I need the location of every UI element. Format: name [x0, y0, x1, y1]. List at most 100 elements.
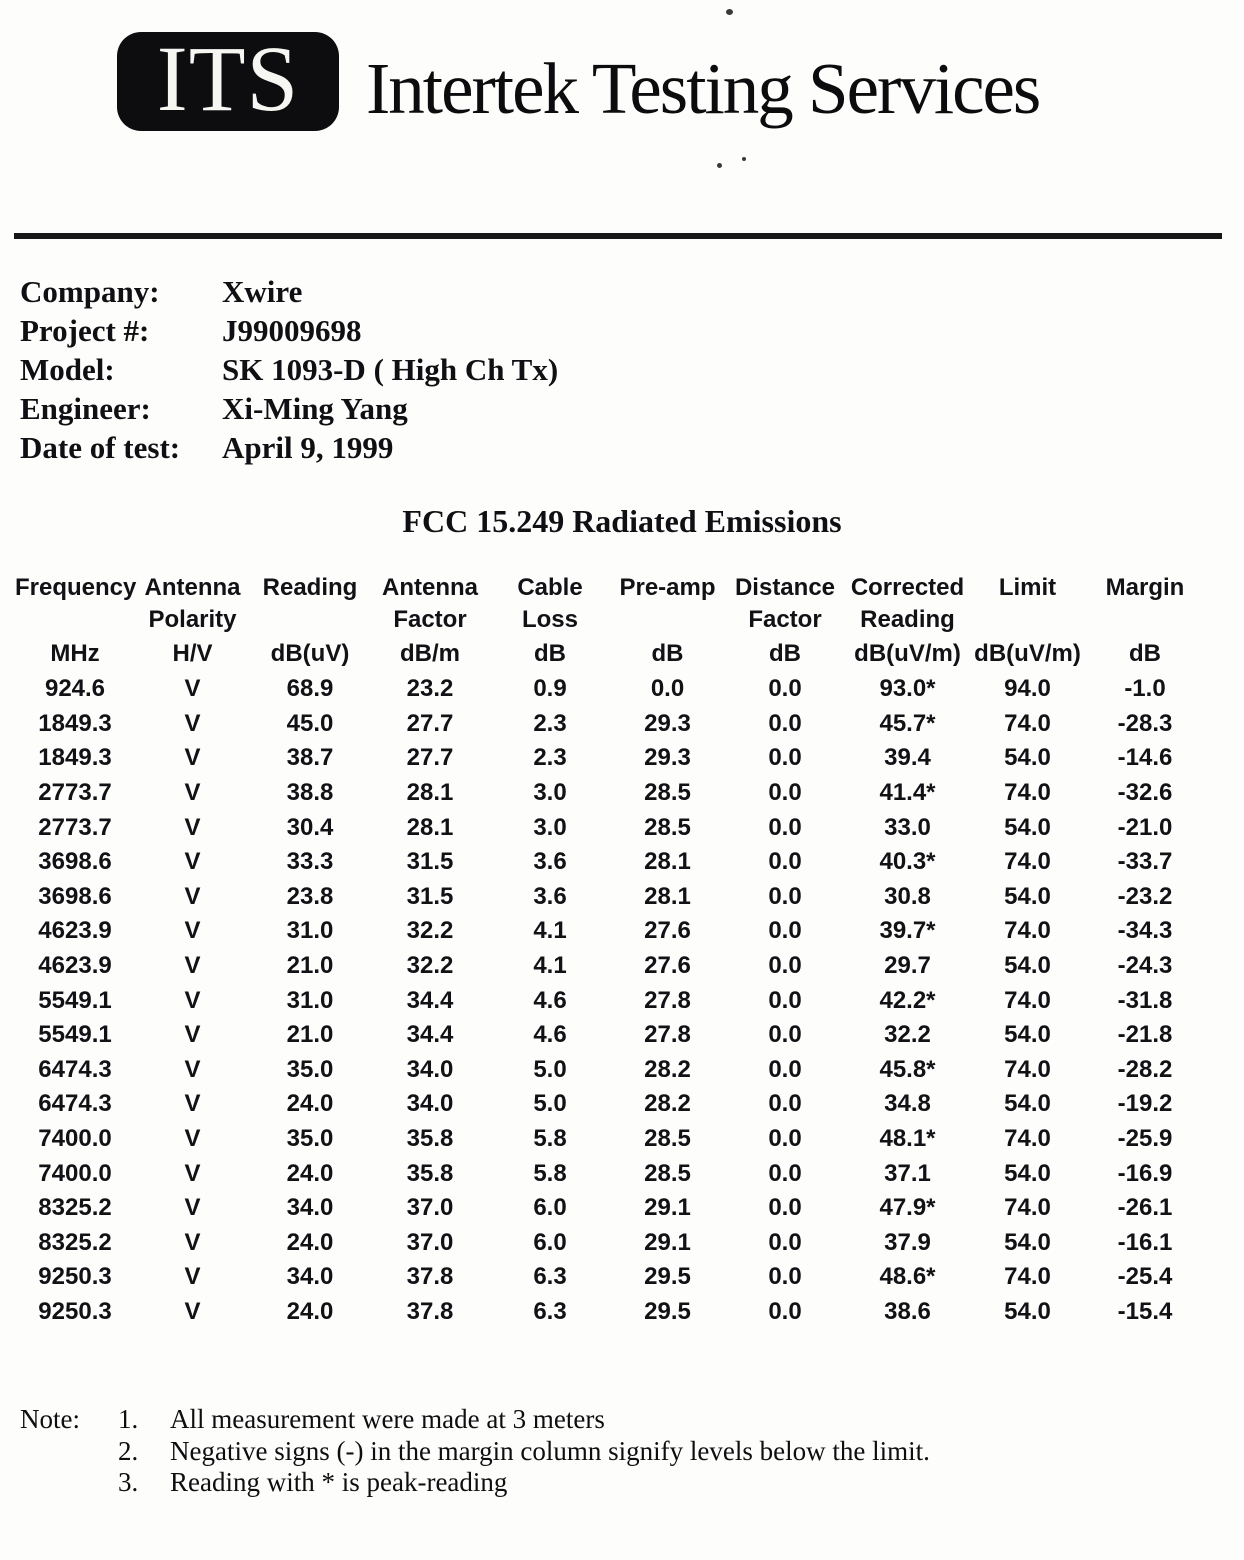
col-header: Factor: [393, 606, 467, 633]
table-cell: 24.0: [286, 1297, 334, 1325]
table-cell: 5.8: [533, 1159, 567, 1187]
table-cell: 3.0: [533, 813, 567, 841]
table-cell: 29.3: [644, 709, 691, 737]
table-cell: 3.6: [533, 882, 567, 910]
table-cell: 0.0: [768, 675, 802, 703]
table-cell: 54.0: [1004, 1297, 1051, 1325]
table-row: 5549.1 V 31.0 34.4 4.6 27.8 0.0 42.2* 74.0 -31.8: [15, 983, 1205, 1018]
header-row-units: MHz H/V dB(uV) dB/m dB dB dB dB(uV/m) dB…: [15, 636, 1205, 672]
table-row: 2773.7 V 38.8 28.1 3.0 28.5 0.0 41.4* 74.0 -32.6: [15, 776, 1205, 811]
table-cell: 28.5: [644, 779, 691, 807]
col-header: Margin: [1105, 574, 1185, 601]
table-cell: 0.0: [768, 1159, 802, 1187]
table-cell: 34.0: [286, 1194, 334, 1222]
table-cell: 32.2: [406, 952, 454, 980]
table-cell: V: [184, 813, 201, 841]
col-header: Reading: [262, 574, 358, 601]
table-cell: 24.0: [286, 1090, 334, 1118]
table-cell: V: [184, 917, 201, 945]
table-cell: -24.3: [1117, 952, 1173, 980]
table-cell: 40.3*: [879, 848, 936, 876]
table-header: Frequency Antenna Reading Antenna Cable …: [15, 572, 1205, 672]
table-row: 7400.0 V 35.0 35.8 5.8 28.5 0.0 48.1* 74.0 -25.9: [15, 1122, 1205, 1157]
table-cell: 34.0: [406, 1055, 454, 1083]
table-cell: 3.0: [533, 779, 567, 807]
note-text: Reading with * is peak-reading: [170, 1467, 508, 1497]
info-row-test-date: Date of test: April 9, 1999: [20, 428, 558, 467]
table-row: 3698.6 V 23.8 31.5 3.6 28.1 0.0 30.8 54.0 -23.2: [15, 880, 1205, 915]
table-cell: 6.0: [533, 1194, 567, 1222]
table-cell: 31.5: [406, 882, 454, 910]
table-cell: 4.1: [533, 917, 567, 945]
table-cell: 0.0: [768, 1194, 802, 1222]
table-cell: 29.1: [644, 1228, 691, 1256]
table-cell: 21.0: [286, 952, 334, 980]
table-cell: V: [184, 1194, 201, 1222]
table-cell: 6474.3: [38, 1090, 112, 1118]
company-brand-name: Intertek Testing Services: [366, 48, 1041, 129]
table-cell: -28.2: [1117, 1055, 1173, 1083]
table-cell: 94.0: [1004, 675, 1051, 703]
col-header: Factor: [748, 606, 822, 633]
table-cell: 4.6: [533, 986, 567, 1014]
table-cell: 0.0: [768, 917, 802, 945]
table-row: 8325.2 V 34.0 37.0 6.0 29.1 0.0 47.9* 74.0 -26.1: [15, 1191, 1205, 1226]
table-cell: 34.0: [406, 1090, 454, 1118]
table-cell: 28.5: [644, 1159, 691, 1187]
masthead: ITS Intertek Testing Services: [117, 32, 1041, 131]
table-cell: 28.2: [644, 1055, 691, 1083]
table-cell: 28.5: [644, 813, 691, 841]
col-header: Pre-amp: [619, 574, 716, 601]
table-cell: 35.0: [286, 1125, 334, 1153]
table-cell: -1.0: [1124, 675, 1166, 703]
table-cell: 31.0: [286, 986, 334, 1014]
col-unit: dB: [651, 640, 684, 667]
col-unit: dB: [769, 640, 801, 667]
table-row: 6474.3 V 35.0 34.0 5.0 28.2 0.0 45.8* 74.0 -28.2: [15, 1053, 1205, 1088]
table-cell: 37.8: [406, 1297, 454, 1325]
col-header: Distance: [734, 574, 836, 601]
table-row: 9250.3 V 24.0 37.8 6.3 29.5 0.0 38.6 54.0 -15.4: [15, 1295, 1205, 1330]
table-cell: 30.4: [286, 813, 334, 841]
table-cell: 2.3: [533, 744, 567, 772]
table-cell: 1849.3: [38, 709, 112, 737]
table-row: 3698.6 V 33.3 31.5 3.6 28.1 0.0 40.3* 74.0 -33.7: [15, 845, 1205, 880]
col-unit: dB(uV): [270, 640, 350, 667]
table-cell: 54.0: [1004, 1090, 1051, 1118]
note-item: 2. Negative signs (-) in the margin colu…: [118, 1436, 930, 1468]
table-cell: 34.8: [884, 1090, 931, 1118]
table-cell: 4623.9: [38, 952, 112, 980]
col-unit: MHz: [50, 640, 100, 667]
note-number: 3.: [118, 1467, 139, 1497]
table-row: 1849.3 V 38.7 27.7 2.3 29.3 0.0 39.4 54.0 -14.6: [15, 741, 1205, 776]
table-cell: 24.0: [286, 1228, 334, 1256]
table-row: 1849.3 V 45.0 27.7 2.3 29.3 0.0 45.7* 74.0 -28.3: [15, 707, 1205, 742]
table-cell: 21.0: [286, 1021, 334, 1049]
header-row-1: Frequency Antenna Reading Antenna Cable …: [15, 572, 1205, 604]
table-cell: 27.6: [644, 952, 691, 980]
note-text: All measurement were made at 3 meters: [170, 1404, 605, 1434]
table-cell: 68.9: [286, 675, 334, 703]
table-cell: 74.0: [1004, 848, 1051, 876]
table-cell: 29.1: [644, 1194, 691, 1222]
table-cell: -25.4: [1117, 1263, 1173, 1291]
col-unit: dB(uV/m): [974, 640, 1081, 667]
note-number: 1.: [118, 1404, 139, 1434]
table-cell: 6474.3: [38, 1055, 112, 1083]
table-cell: 93.0*: [879, 675, 936, 703]
table-cell: 23.2: [406, 675, 454, 703]
header-row-2: Polarity Factor Loss Factor Reading: [15, 604, 1205, 636]
table-cell: V: [184, 675, 201, 703]
info-row-engineer: Engineer: Xi-Ming Yang: [20, 389, 558, 428]
table-cell: 5.0: [533, 1055, 567, 1083]
table-cell: 38.6: [884, 1297, 931, 1325]
table-cell: 0.0: [768, 1263, 802, 1291]
table-cell: 6.3: [533, 1263, 567, 1291]
col-unit: H/V: [172, 640, 213, 667]
table-cell: 0.0: [768, 744, 802, 772]
table-cell: 42.2*: [879, 986, 936, 1014]
table-cell: 29.3: [644, 744, 691, 772]
table-cell: 3.6: [533, 848, 567, 876]
table-cell: -16.1: [1117, 1228, 1173, 1256]
table-cell: -16.9: [1117, 1159, 1173, 1187]
